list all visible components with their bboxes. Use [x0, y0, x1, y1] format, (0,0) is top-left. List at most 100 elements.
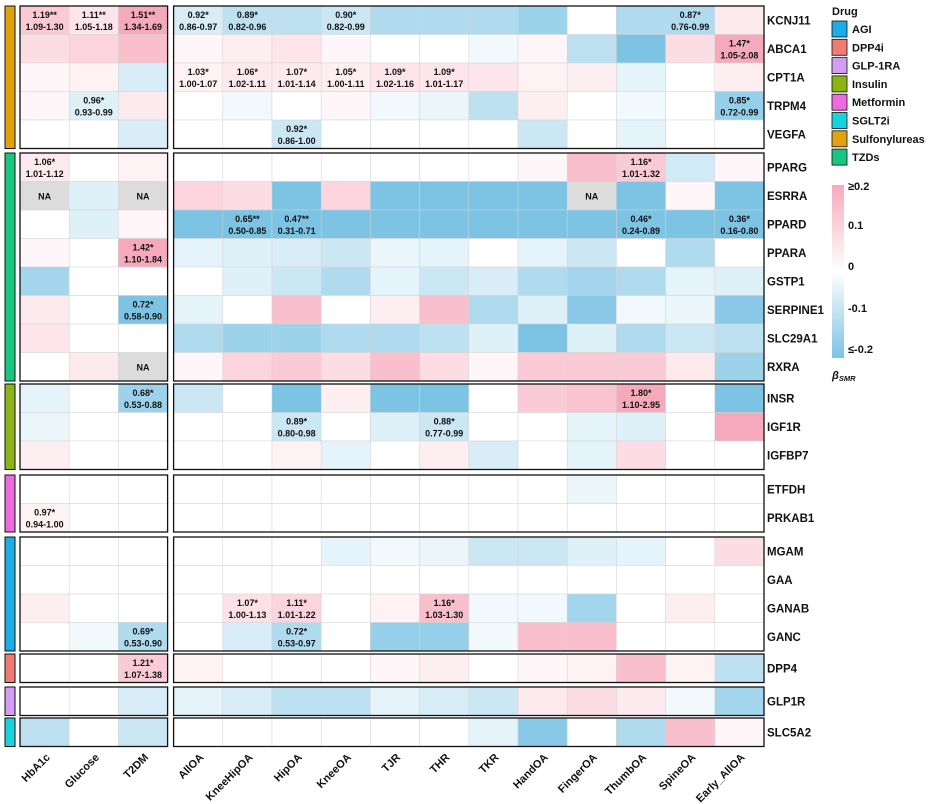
ci-label: 1.01-1.17: [425, 79, 463, 89]
heatmap-cell: [19, 295, 70, 325]
heatmap-cell: [665, 622, 716, 652]
heatmap-cell: [271, 653, 322, 683]
heatmap-cell: [173, 412, 224, 442]
gene-label: GANAB: [767, 603, 809, 615]
heatmap-cell: [173, 119, 224, 149]
heatmap-cell: [320, 474, 371, 504]
heatmap-cell: [517, 653, 568, 683]
heatmap-cell: [616, 352, 666, 382]
heatmap-cell: [271, 352, 322, 382]
heatmap-cell: [665, 119, 716, 149]
heatmap-cell: [370, 152, 420, 182]
heatmap-cell: [320, 295, 371, 325]
heatmap-cell: [68, 323, 119, 353]
heatmap-cell: [222, 238, 273, 268]
heatmap-cell: [370, 119, 420, 149]
heatmap-cell: [68, 352, 119, 382]
heatmap-cell: [173, 474, 224, 504]
heatmap-cell: [419, 412, 470, 442]
colorbar-tick: -0.1: [848, 303, 867, 315]
heatmap-cell: [566, 686, 617, 716]
heatmap-cell: [714, 717, 765, 747]
heatmap-cell: [320, 383, 371, 413]
heatmap-cell: [566, 181, 617, 211]
heatmap-cell: [665, 295, 716, 325]
gene-label: ETFDH: [767, 484, 805, 496]
heatmap-cell: [271, 536, 322, 566]
heatmap-cell: [222, 181, 273, 211]
ci-label: 1.10-2.95: [622, 400, 660, 410]
colorbar: ≥0.2 0.1 0 -0.1 ≤-0.2 βSMR: [831, 181, 873, 383]
drug-strip: [4, 536, 16, 652]
heatmap-cell: [370, 238, 420, 268]
heatmap-cell: [566, 34, 617, 64]
heatmap-cell: [320, 152, 371, 182]
heatmap-cell: [714, 474, 765, 504]
heatmap-cell: [665, 503, 716, 533]
heatmap-cell: [118, 62, 168, 92]
column-label: KneeOA: [315, 752, 354, 791]
heatmap-cell: [320, 119, 371, 149]
heatmap-cell: [222, 91, 273, 121]
odds-ratio-label: 0.89*: [286, 417, 308, 427]
heatmap-cell: [320, 266, 371, 296]
gene-label: GANC: [767, 632, 801, 644]
heatmap-cell: [19, 622, 70, 652]
heatmap-cell: [19, 238, 70, 268]
drug-strip: [4, 152, 16, 382]
heatmap-cell: [19, 152, 70, 182]
legend-swatch: [831, 20, 848, 38]
drug-strip: [4, 5, 16, 149]
heatmap-cell: [118, 266, 168, 296]
ci-label: 1.34-1.69: [124, 22, 162, 32]
heatmap-cell: [271, 412, 322, 442]
group-frame-left: [19, 536, 169, 652]
column-label: KneeHipOA: [204, 752, 256, 804]
heatmap-cell: [19, 119, 70, 149]
heatmap-cell: [370, 295, 420, 325]
heatmap-cell: [19, 717, 70, 747]
heatmap-cell: [616, 565, 666, 595]
heatmap-cell: [616, 686, 666, 716]
heatmap-cell: [714, 62, 765, 92]
ci-label: 1.05-1.18: [75, 22, 113, 32]
heatmap-cell: [19, 503, 70, 533]
heatmap-cell: [271, 238, 322, 268]
heatmap-cell: [419, 181, 470, 211]
heatmap-cell: [714, 440, 765, 470]
gene-label: INSR: [767, 393, 795, 405]
heatmap-cell: [665, 653, 716, 683]
heatmap-cell: [173, 593, 224, 623]
heatmap-cell: [517, 152, 568, 182]
heatmap-cell: [320, 412, 371, 442]
heatmap-cell: [566, 474, 617, 504]
heatmap-cell: [517, 238, 568, 268]
heatmap-cell: [173, 536, 224, 566]
heatmap-cell: [320, 91, 371, 121]
heatmap-cell: [271, 119, 322, 149]
heatmap-cell: [566, 295, 617, 325]
legend-label: Sulfonylureas: [852, 134, 925, 146]
heatmap-cell: [320, 62, 371, 92]
heatmap-cell: [370, 565, 420, 595]
group-frame-left: [19, 5, 169, 150]
column-label: FingerOA: [556, 752, 600, 796]
heatmap-cell: [118, 209, 168, 239]
heatmap-cell: [370, 503, 420, 533]
group-frame-right: [172, 152, 765, 382]
heatmap-cell: [517, 593, 568, 623]
heatmap-cell: [370, 5, 420, 35]
heatmap-cell: [320, 536, 371, 566]
odds-ratio-label: 0.89*: [237, 10, 259, 20]
heatmap-cell: [320, 565, 371, 595]
heatmap-cell: [714, 266, 765, 296]
heatmap-cell: [616, 593, 666, 623]
heatmap-cell: [566, 653, 617, 683]
odds-ratio-label: 1.09*: [434, 67, 456, 77]
ci-label: 0.50-0.85: [228, 226, 266, 236]
heatmap-cell: [419, 440, 470, 470]
heatmap-cell: [468, 181, 519, 211]
ci-label: 0.24-0.89: [622, 226, 660, 236]
odds-ratio-label: 0.88*: [434, 417, 456, 427]
colorbar-title: βSMR: [831, 370, 856, 383]
